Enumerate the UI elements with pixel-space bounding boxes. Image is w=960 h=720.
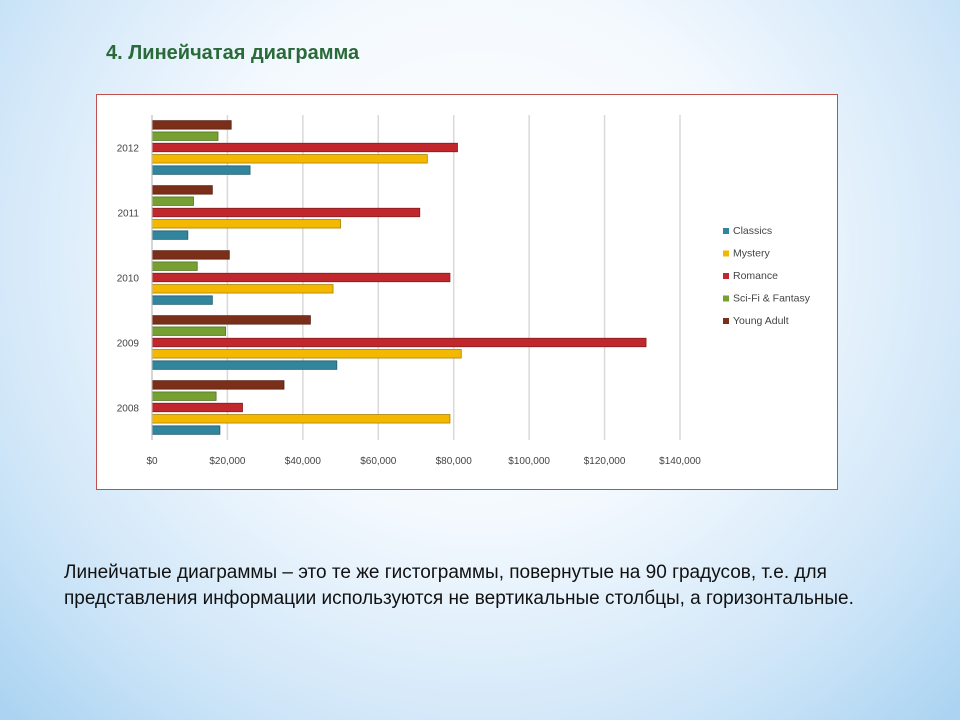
y-category-label: 2009 bbox=[117, 339, 140, 350]
slide-title: 4. Линейчатая диаграмма bbox=[106, 42, 360, 64]
bar bbox=[151, 380, 285, 390]
bar bbox=[151, 349, 462, 359]
bar bbox=[151, 154, 428, 164]
bar bbox=[151, 131, 219, 141]
x-tick-label: $100,000 bbox=[508, 456, 550, 467]
x-tick-label: $40,000 bbox=[285, 456, 322, 467]
y-category-label: 2012 bbox=[117, 144, 140, 155]
bar bbox=[151, 219, 341, 229]
y-category-label: 2011 bbox=[117, 209, 139, 220]
y-category-label: 2008 bbox=[117, 404, 140, 415]
bar bbox=[151, 402, 243, 413]
y-category-label: 2010 bbox=[117, 274, 140, 285]
bar bbox=[151, 295, 213, 305]
bar bbox=[151, 196, 194, 206]
bar bbox=[151, 284, 334, 294]
bar bbox=[151, 326, 226, 336]
x-tick-label: $60,000 bbox=[360, 456, 397, 467]
legend-swatch bbox=[723, 250, 729, 257]
legend-swatch bbox=[723, 318, 729, 324]
bar bbox=[151, 414, 451, 424]
legend-label: Sci-Fi & Fantasy bbox=[733, 293, 811, 305]
legend-label: Classics bbox=[733, 225, 772, 237]
bar bbox=[151, 425, 221, 435]
bar bbox=[151, 261, 198, 271]
x-tick-label: $120,000 bbox=[584, 456, 626, 467]
bar bbox=[151, 142, 458, 153]
bar bbox=[151, 272, 451, 283]
bar bbox=[151, 185, 213, 195]
legend-label: Romance bbox=[733, 270, 778, 282]
legend-swatch bbox=[723, 228, 729, 234]
slide-body-text: Линейчатые диаграммы – это те же гистогр… bbox=[64, 562, 854, 609]
bar bbox=[151, 337, 647, 348]
bar bbox=[151, 120, 232, 130]
bar bbox=[151, 250, 230, 260]
chart-frame: $0 $20,000 $40,000 $60,000 $80,000 $100,000 $1… bbox=[96, 94, 838, 490]
bar bbox=[151, 391, 217, 401]
bar bbox=[151, 207, 421, 218]
bar bbox=[151, 230, 189, 240]
bar-chart: $0 $20,000 $40,000 $60,000 $80,000 $100,000 $1… bbox=[117, 115, 811, 467]
x-tick-label: $80,000 bbox=[436, 456, 473, 467]
bar bbox=[151, 360, 338, 370]
bar bbox=[151, 165, 251, 175]
x-tick-label: $20,000 bbox=[209, 456, 246, 467]
legend-swatch bbox=[723, 295, 729, 302]
legend-label: Young Adult bbox=[733, 315, 789, 327]
x-tick-label: $0 bbox=[146, 456, 158, 467]
legend-swatch bbox=[723, 273, 729, 279]
bar bbox=[151, 315, 311, 325]
legend-label: Mystery bbox=[733, 248, 771, 260]
x-tick-label: $140,000 bbox=[659, 456, 701, 467]
